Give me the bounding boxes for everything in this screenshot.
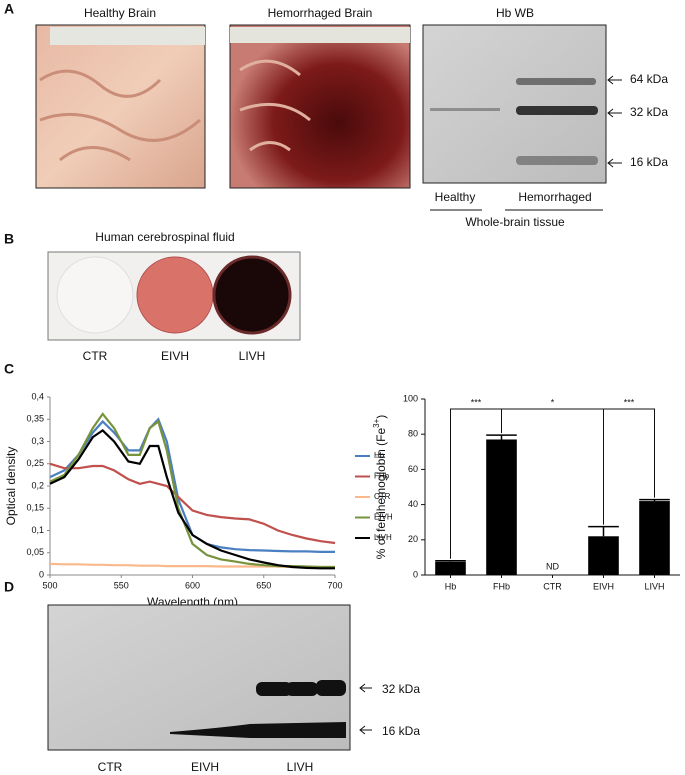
legend-label: CTR — [374, 492, 391, 501]
x-tick-label: 550 — [114, 580, 129, 590]
tissue-label: Whole-brain tissue — [465, 215, 565, 229]
significance-label: * — [551, 397, 555, 407]
well — [56, 256, 134, 334]
y-axis-label-part: % of ferrihemoglobin (Fe — [374, 428, 388, 560]
legend-label: LIVH — [374, 533, 392, 542]
x-tick-label: 600 — [185, 580, 200, 590]
error-bar — [486, 434, 517, 440]
y-tick-label: 60 — [408, 464, 418, 474]
significance-bracket — [450, 408, 655, 559]
panel-label: C — [4, 361, 14, 377]
ruler — [230, 27, 410, 43]
sample-label: LIVH — [287, 760, 314, 774]
x-tick-label: 700 — [327, 580, 342, 590]
blot-bands — [170, 680, 346, 738]
y-tick-label: 80 — [408, 429, 418, 439]
marker-label: 16 kDa — [382, 724, 420, 738]
marker-arrows — [359, 683, 372, 735]
hemorrhaged-photo — [229, 24, 411, 189]
error-bar — [435, 559, 466, 562]
y-tick-label: 0,1 — [31, 525, 44, 535]
sample-label: EIVH — [161, 349, 189, 363]
blot-bands — [430, 78, 598, 165]
marker-label: 64 kDa — [630, 72, 668, 86]
marker-label: 32 kDa — [630, 105, 668, 119]
y-tick-label: 0,35 — [26, 414, 44, 424]
x-tick-label: CTR — [543, 581, 562, 591]
y-tick-label: 0,25 — [26, 458, 44, 468]
y-tick-label: 0,05 — [26, 547, 44, 557]
group-label: Healthy — [435, 190, 476, 204]
y-axis-label: Optical density — [4, 447, 18, 526]
significance-label: *** — [624, 397, 635, 407]
healthy-photo — [35, 24, 206, 189]
legend-label: EIVH — [374, 513, 393, 522]
bar — [486, 439, 517, 575]
sample-label: CTR — [98, 760, 123, 774]
y-tick-label: 0,4 — [31, 391, 44, 401]
x-tick-label: Hb — [445, 581, 457, 591]
sample-label: CTR — [83, 349, 108, 363]
marker-label: 16 kDa — [630, 155, 668, 169]
ruler — [50, 27, 205, 45]
marker-arrows — [607, 75, 622, 168]
panel-label: B — [4, 231, 14, 247]
series-line — [49, 428, 335, 570]
y-tick-label: 100 — [403, 393, 418, 403]
y-tick-label: 0,2 — [31, 480, 44, 490]
panel-label: A — [4, 1, 14, 17]
significance-label: *** — [471, 397, 482, 407]
marker-label: 32 kDa — [382, 682, 420, 696]
y-axis-label-part: 3+ — [372, 418, 381, 427]
y-tick-label: 0,3 — [31, 436, 44, 446]
sample-label: EIVH — [191, 760, 219, 774]
y-axis-label-part: ) — [374, 415, 388, 419]
legend-label: Hb — [374, 451, 385, 460]
series-line — [49, 417, 335, 553]
photo-title: Healthy Brain — [84, 6, 156, 20]
y-tick-label: 20 — [408, 534, 418, 544]
y-axis-label: % of ferrihemoglobin (Fe3+) — [372, 415, 388, 560]
group-label: Hemorrhaged — [518, 190, 591, 204]
sample-label: LIVH — [239, 349, 266, 363]
legend-label: FHb — [374, 472, 390, 481]
nd-label: ND — [546, 561, 559, 571]
series-line — [49, 462, 336, 545]
panel-label: D — [4, 579, 14, 595]
blot-title: Hb WB — [496, 6, 534, 20]
error-bar — [639, 498, 670, 502]
photo-title: Hemorrhaged Brain — [268, 6, 373, 20]
y-tick-label: 0 — [413, 569, 418, 579]
error-bar — [588, 525, 619, 537]
photo-title: Human cerebrospinal fluid — [95, 230, 234, 244]
tissue-folds — [39, 69, 201, 162]
well — [212, 255, 292, 335]
bar — [639, 501, 670, 575]
y-tick-label: 0 — [39, 569, 44, 579]
x-tick-label: LIVH — [644, 581, 664, 591]
y-tick-label: 40 — [408, 499, 418, 509]
well — [136, 256, 214, 334]
bar — [588, 536, 619, 575]
bar — [435, 561, 466, 575]
western-blot — [422, 24, 607, 184]
x-tick-label: FHb — [493, 581, 510, 591]
x-tick-label: 650 — [256, 580, 271, 590]
x-tick-label: EIVH — [593, 581, 614, 591]
y-tick-label: 0,15 — [26, 503, 44, 513]
tissue-folds — [239, 59, 311, 152]
x-tick-label: 500 — [42, 580, 57, 590]
